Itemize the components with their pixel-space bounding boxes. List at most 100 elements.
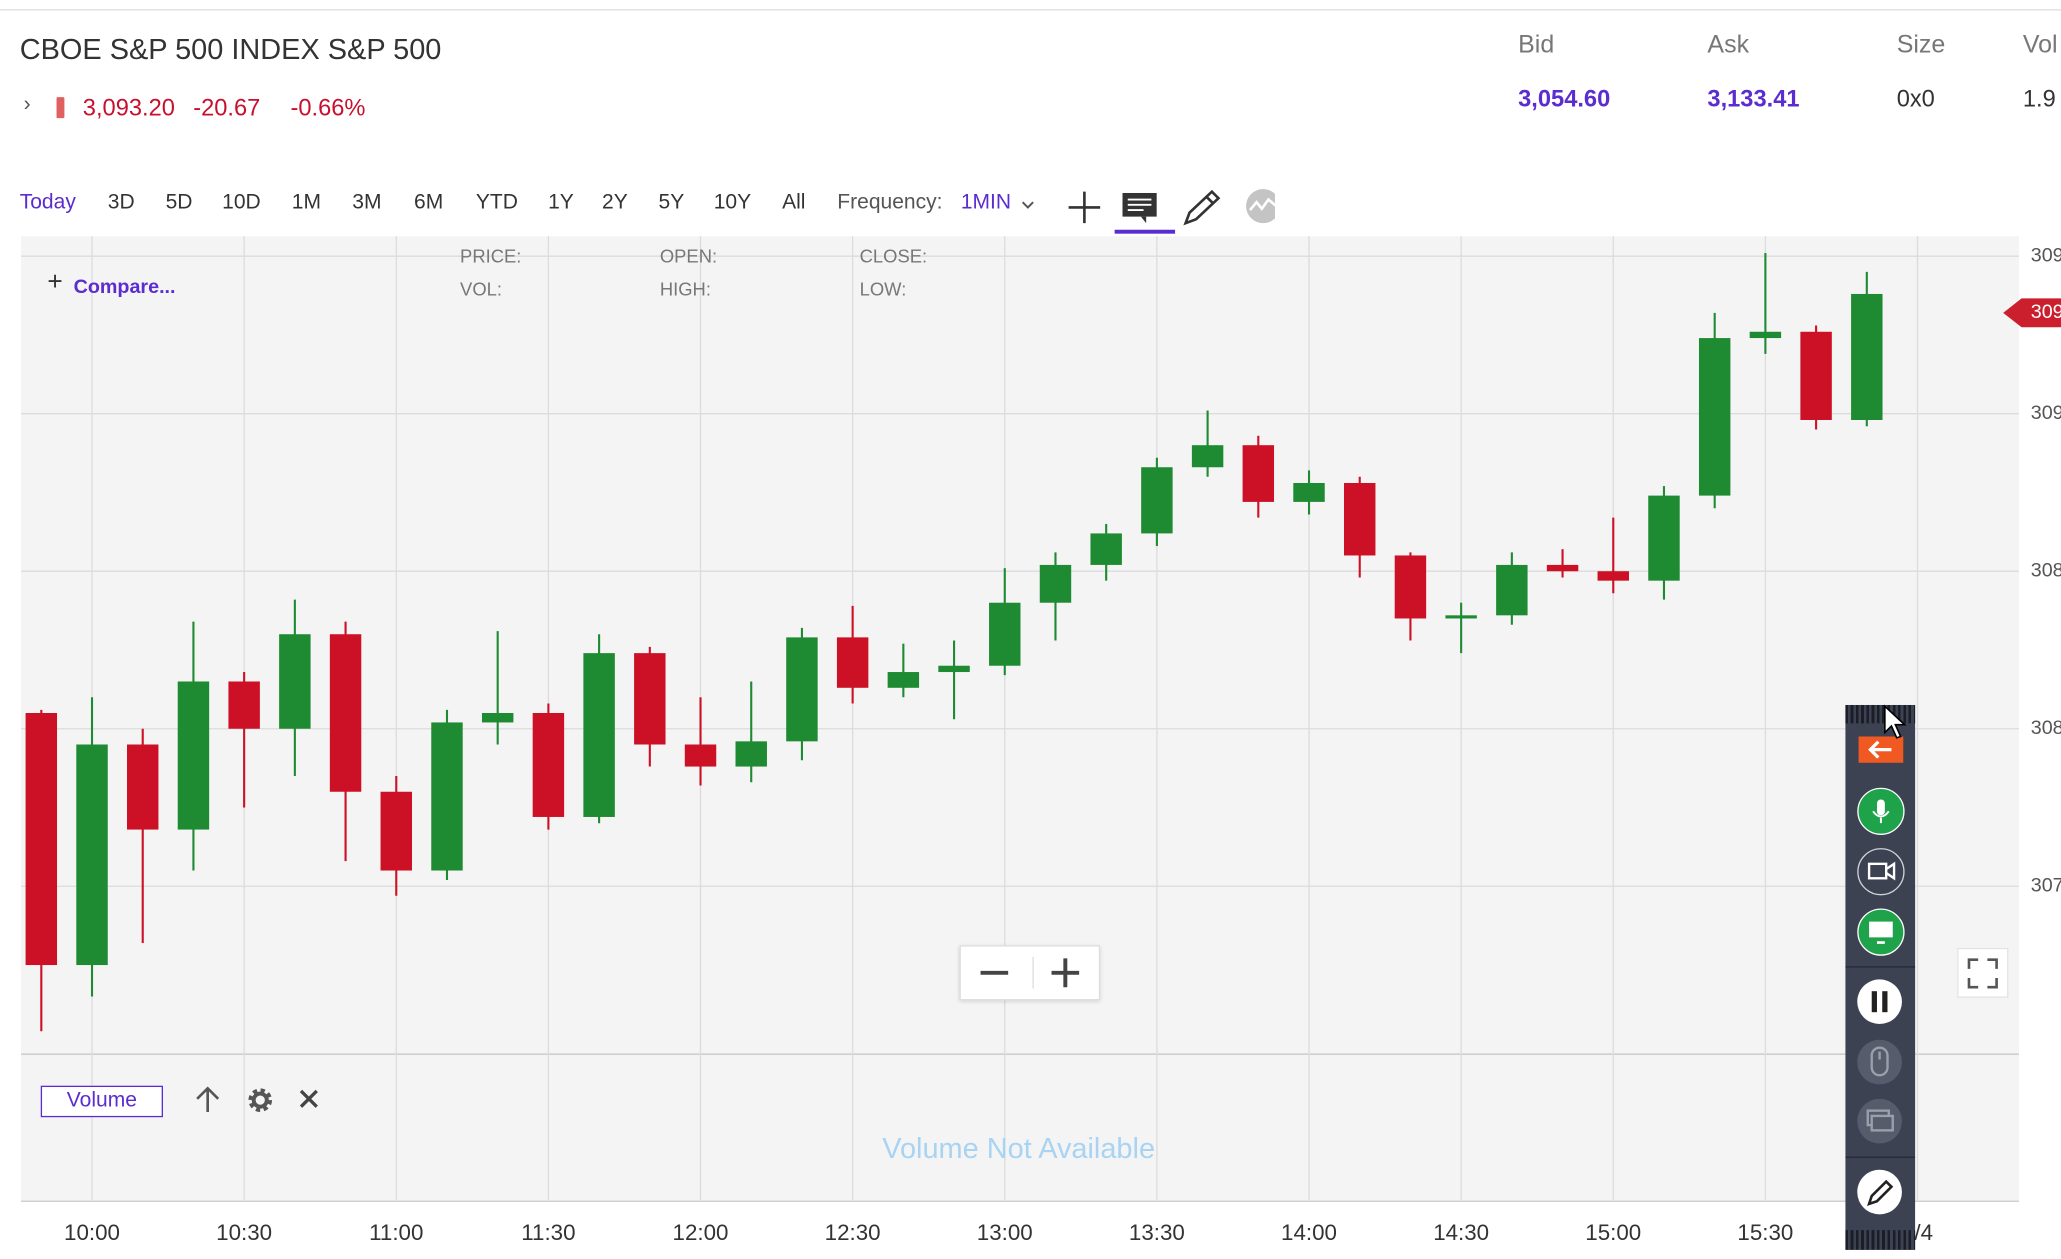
range-button[interactable]: YTD: [475, 191, 518, 214]
market-value: 1.9: [2022, 85, 2056, 112]
candle-body: [25, 712, 58, 966]
candle-body: [1851, 293, 1883, 420]
x-tick-label: 12:00: [673, 1220, 729, 1245]
instrument-title: CBOE S&P 500 INDEX S&P 500: [19, 32, 442, 66]
range-button[interactable]: 1Y: [548, 191, 574, 214]
candle-body: [329, 634, 362, 792]
candle-body: [735, 741, 767, 767]
studies-tool[interactable]: [1246, 189, 1275, 224]
x-tick-label: 11:30: [521, 1220, 575, 1245]
back-button[interactable]: [1858, 736, 1904, 763]
candle-body: [1445, 615, 1477, 619]
zoom-control: [959, 945, 1101, 1001]
candle-body: [786, 637, 818, 742]
volume-study-label[interactable]: Volume: [40, 1085, 163, 1118]
x-tick-label: 15:30: [1737, 1220, 1793, 1245]
candle-body: [583, 653, 615, 817]
last-price-label: 309: [2031, 301, 2061, 323]
frequency-value[interactable]: 1MIN: [960, 191, 1012, 214]
annotate-button[interactable]: [1857, 1169, 1902, 1215]
frequency-label: Frequency:: [837, 191, 943, 214]
close-pane[interactable]: [299, 1089, 318, 1108]
candle-body: [1800, 331, 1832, 420]
mouse-button[interactable]: [1857, 1039, 1902, 1085]
candle-body: [1293, 483, 1325, 502]
mouse-cursor: [1884, 704, 1907, 739]
range-button[interactable]: 5Y: [658, 191, 685, 214]
candle-body: [481, 712, 514, 723]
market-value: 0x0: [1896, 85, 1935, 112]
last-price: 3,093.20: [82, 94, 175, 121]
candle-body: [989, 602, 1021, 666]
candle-body: [1394, 555, 1427, 619]
x-tick-label: 13:00: [977, 1220, 1033, 1245]
candle-body: [127, 744, 159, 830]
last-price-flag: [2003, 298, 2061, 328]
range-button[interactable]: 2Y: [601, 191, 628, 214]
settings[interactable]: [248, 1088, 273, 1112]
top-border: [0, 9, 2061, 11]
expand-chevron[interactable]: ›: [23, 93, 31, 116]
candle-body: [1648, 495, 1680, 581]
y-tick-label: 309: [2031, 244, 2061, 266]
legend-field: LOW:: [859, 278, 907, 300]
y-tick-label: 308: [2031, 717, 2061, 739]
range-button[interactable]: 5D: [165, 191, 193, 214]
candle-body: [1141, 467, 1173, 534]
volume-message: Volume Not Available: [882, 1131, 1156, 1165]
range-button[interactable]: Today: [19, 191, 76, 214]
legend-field: VOL:: [460, 278, 502, 300]
candle-body: [279, 634, 311, 729]
candle-body: [177, 681, 210, 830]
candle-body: [1344, 483, 1376, 556]
change-indicator: [56, 97, 65, 119]
change-percent: -0.66%: [290, 94, 366, 121]
legend-field: CLOSE:: [859, 245, 928, 267]
range-button[interactable]: 10D: [222, 191, 261, 214]
compare-link[interactable]: Compare...: [73, 275, 176, 299]
move-up[interactable]: [196, 1086, 220, 1112]
candle-body: [532, 712, 565, 817]
candle-body: [634, 653, 666, 745]
candle-body: [1749, 331, 1782, 339]
fullscreen-button[interactable]: [1957, 947, 2010, 1001]
pause-button[interactable]: [1857, 979, 1902, 1025]
frequency-chevron[interactable]: [1020, 197, 1036, 213]
windows-button[interactable]: [1857, 1098, 1902, 1144]
draw-tool[interactable]: [1183, 189, 1221, 226]
x-tick-label: 13:30: [1129, 1220, 1185, 1245]
range-button[interactable]: All: [782, 191, 806, 214]
range-button[interactable]: 3M: [352, 191, 382, 214]
candle-body: [380, 791, 412, 871]
comments-tool[interactable]: [1114, 192, 1176, 234]
market-label: Ask: [1707, 31, 1750, 60]
x-tick-label: 15:00: [1585, 1220, 1641, 1245]
candle-body: [1546, 564, 1579, 572]
candle-body: [887, 672, 920, 688]
market-label: Vol: [2022, 31, 2058, 60]
compare-plus[interactable]: +: [47, 267, 63, 297]
range-button[interactable]: 1M: [291, 191, 322, 214]
candle-body: [1242, 445, 1275, 502]
x-tick-label: 10:00: [64, 1220, 120, 1245]
candle-body: [1698, 338, 1731, 496]
x-tick-label: 12:30: [825, 1220, 881, 1245]
crosshair-tool[interactable]: [1068, 191, 1101, 224]
screen-button[interactable]: [1857, 908, 1905, 956]
legend-field: PRICE:: [460, 245, 522, 267]
zoom-in[interactable]: [1051, 958, 1080, 988]
range-button[interactable]: 3D: [107, 191, 135, 214]
market-value: 3,133.41: [1707, 85, 1800, 112]
range-button[interactable]: 10Y: [713, 191, 752, 214]
candle-body: [836, 637, 869, 688]
grip-bottom: [1845, 1230, 1916, 1250]
chart-tools: [1068, 189, 1275, 234]
volume-pane-tools: [196, 1086, 318, 1112]
camera-button[interactable]: [1857, 848, 1905, 896]
x-tick-label: 11:00: [369, 1220, 423, 1245]
mic-button[interactable]: [1857, 787, 1905, 835]
range-button[interactable]: 6M: [414, 191, 444, 214]
